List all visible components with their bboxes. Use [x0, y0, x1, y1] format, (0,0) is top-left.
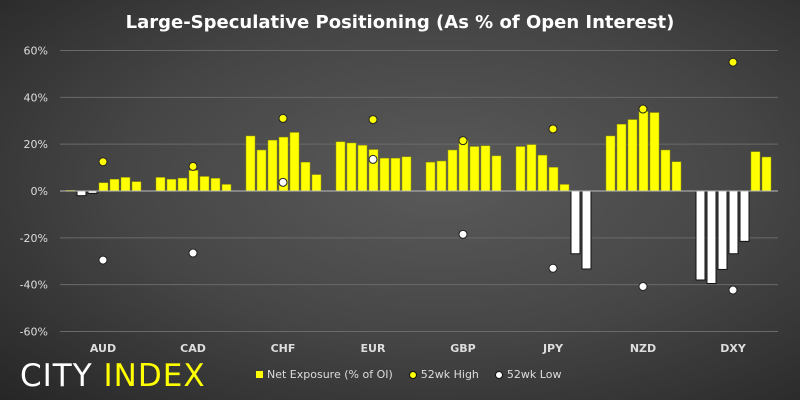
bar-gbp: [480, 145, 491, 192]
high-marker-aud: [98, 157, 108, 167]
bar-jpy: [548, 167, 559, 192]
bar-dxy: [739, 190, 750, 242]
bar-cad: [155, 177, 166, 192]
bar-nzd: [627, 119, 638, 192]
bar-jpy: [559, 184, 570, 192]
high-marker-jpy: [548, 124, 558, 134]
bar-jpy: [537, 154, 548, 192]
high-marker-chf: [278, 113, 288, 123]
x-tick-label: JPY: [542, 342, 564, 355]
bar-gbp: [491, 155, 502, 192]
x-tick-label: AUD: [90, 342, 116, 355]
bar-aud: [109, 179, 120, 192]
bar-chf: [311, 174, 322, 192]
bar-aud: [98, 182, 109, 192]
y-tick-label: -20%: [20, 232, 48, 245]
bar-gbp: [436, 160, 447, 192]
high-marker-cad: [188, 161, 198, 171]
y-tick-label: 40%: [24, 91, 48, 104]
bar-dxy: [695, 190, 706, 281]
low-marker-aud: [98, 255, 108, 265]
x-tick-label: CHF: [271, 342, 296, 355]
bar-dxy: [750, 151, 761, 192]
city-index-logo: CITY INDEX: [20, 358, 206, 394]
bar-cad: [199, 176, 210, 192]
bar-chf: [289, 132, 300, 192]
low-marker-jpy: [548, 263, 558, 273]
legend-item-52wk-high: 52wk High: [408, 368, 479, 381]
bar-cad: [177, 177, 188, 192]
x-tick-label: NZD: [630, 342, 656, 355]
bar-gbp: [425, 161, 436, 192]
bar-nzd: [671, 161, 682, 192]
bar-jpy: [526, 144, 537, 192]
bar-gbp: [447, 149, 458, 192]
bar-dxy: [706, 190, 717, 284]
y-tick-label: -60%: [20, 326, 48, 339]
y-tick-label: 20%: [24, 138, 48, 151]
y-tick-label: 60%: [24, 45, 48, 58]
logo-city: CITY: [20, 358, 93, 394]
low-marker-chf: [278, 177, 288, 187]
bar-cad: [221, 184, 232, 192]
bar-eur: [390, 157, 401, 192]
high-marker-nzd: [638, 104, 648, 114]
y-tick-label: 0%: [31, 185, 48, 198]
bar-chf: [267, 139, 278, 192]
legend-item-52wk-low: 52wk Low: [494, 368, 562, 381]
legend-swatch-bar: [256, 371, 263, 378]
bar-nzd: [605, 135, 616, 192]
bar-cad: [188, 170, 199, 192]
bar-nzd: [660, 149, 671, 192]
logo-index: INDEX: [103, 358, 206, 394]
high-marker-gbp: [458, 136, 468, 146]
bar-nzd: [638, 111, 649, 192]
low-marker-eur: [368, 154, 378, 164]
bar-jpy: [570, 190, 581, 255]
bar-gbp: [469, 146, 480, 192]
high-marker-eur: [368, 115, 378, 125]
chart-title: Large-Speculative Positioning (As % of O…: [125, 12, 675, 33]
bar-cad: [210, 178, 221, 192]
bar-eur: [335, 141, 346, 192]
x-tick-label: CAD: [180, 342, 206, 355]
bar-aud: [120, 177, 131, 192]
bar-aud: [131, 181, 142, 192]
bar-aud: [76, 190, 87, 197]
bar-dxy: [717, 190, 728, 270]
bar-gbp: [458, 139, 469, 192]
bar-nzd: [616, 124, 627, 192]
low-marker-dxy: [728, 285, 738, 295]
bar-chf: [245, 135, 256, 192]
bar-eur: [346, 142, 357, 192]
legend-label: 52wk Low: [506, 368, 562, 381]
bar-jpy: [515, 146, 526, 192]
bar-eur: [379, 157, 390, 192]
legend-marker-low: [494, 370, 503, 379]
y-tick-label: -40%: [20, 279, 48, 292]
bar-dxy: [728, 190, 739, 255]
x-tick-label: DXY: [720, 342, 747, 355]
chart-legend: Net Exposure (% of OI) 52wk High 52wk Lo…: [256, 368, 561, 381]
bar-dxy: [761, 156, 772, 192]
bar-eur: [401, 156, 412, 192]
legend-marker-high: [408, 370, 417, 379]
bar-nzd: [649, 112, 660, 192]
bar-eur: [357, 145, 368, 192]
bar-chf: [256, 149, 267, 192]
bar-chf: [300, 161, 311, 192]
legend-item-net-exposure: Net Exposure (% of OI): [256, 368, 393, 381]
high-marker-dxy: [728, 57, 738, 67]
low-marker-nzd: [638, 282, 648, 292]
low-marker-gbp: [458, 229, 468, 239]
bar-cad: [166, 179, 177, 192]
bar-jpy: [581, 190, 592, 270]
x-tick-label: GBP: [450, 342, 475, 355]
x-tick-label: EUR: [361, 342, 386, 355]
legend-label: 52wk High: [420, 368, 479, 381]
legend-label: Net Exposure (% of OI): [267, 368, 393, 381]
low-marker-cad: [188, 248, 198, 258]
